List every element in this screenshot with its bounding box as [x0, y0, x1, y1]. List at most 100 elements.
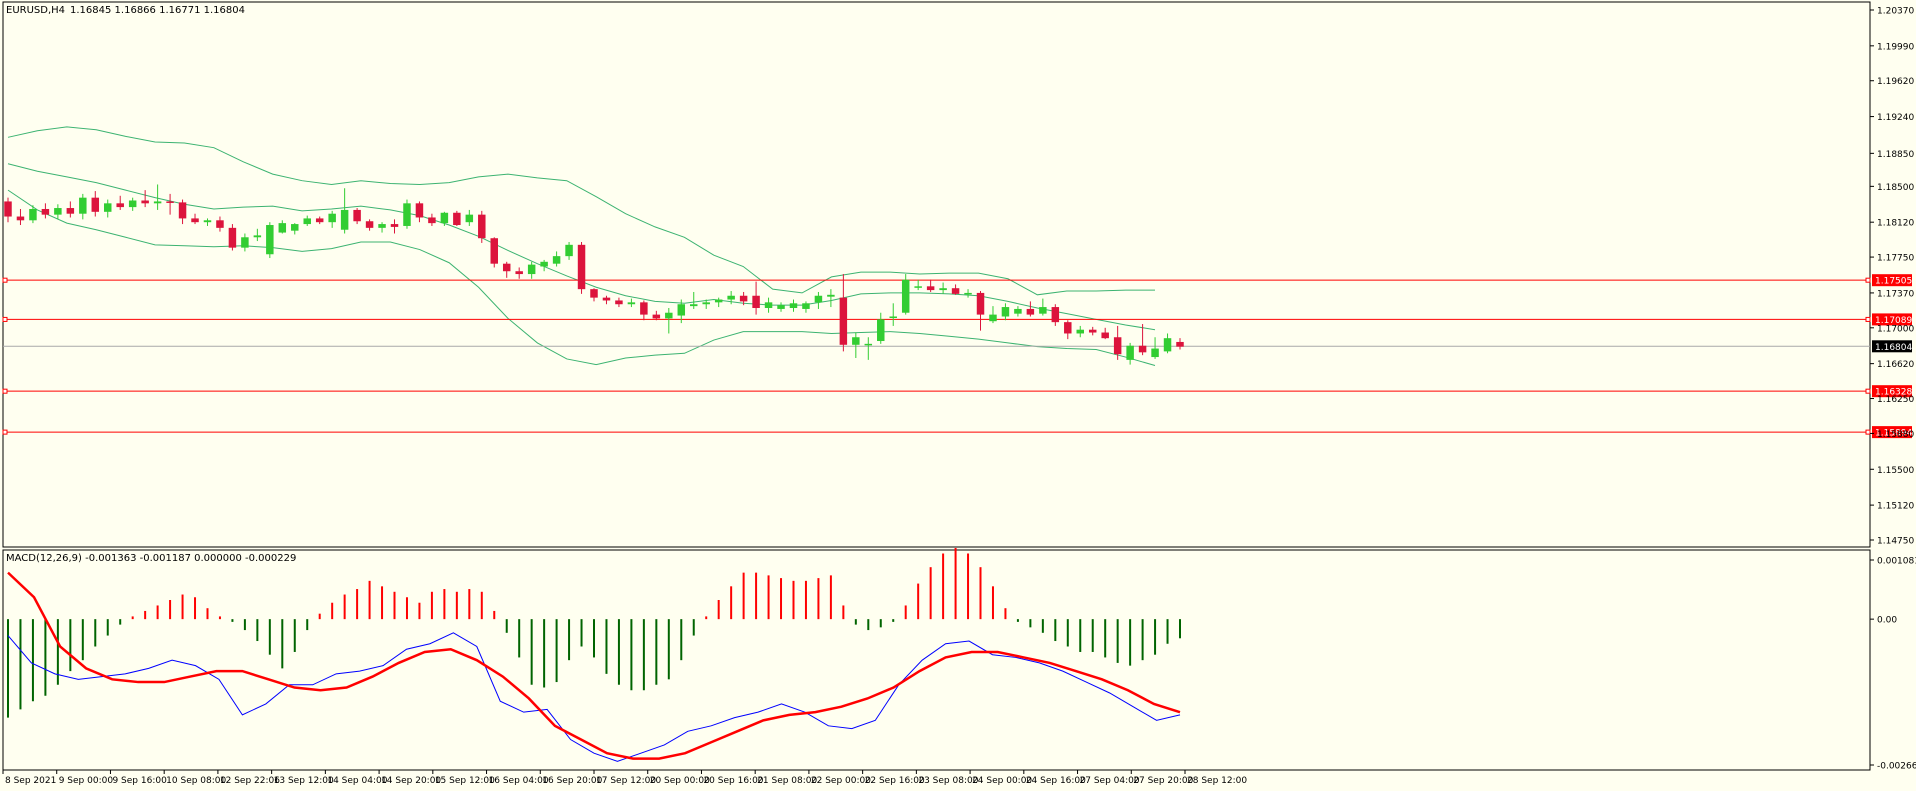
candle-body	[652, 314, 661, 319]
candle-body	[565, 244, 573, 257]
candle-body	[203, 220, 212, 223]
candle-body	[241, 237, 249, 248]
time-tick-label: 9 Sep 16:00	[112, 776, 167, 786]
candle-body	[453, 212, 461, 226]
time-tick-label: 22 Sep 00:00	[811, 776, 871, 786]
price-tick-label: 1.16250	[1877, 395, 1914, 405]
level-price-box	[1872, 274, 1912, 287]
symbol-title: EURUSD,H4 1.16845 1.16866 1.16771 1.16804	[6, 5, 245, 16]
time-tick-label: 8 Sep 2021	[5, 776, 56, 786]
candle-body	[29, 208, 37, 221]
macd-tick-label: -0.002666	[1877, 762, 1916, 772]
price-pane-frame	[2, 1, 1871, 548]
candle-body	[789, 303, 798, 309]
price-tick-label: 1.17750	[1877, 254, 1914, 264]
candle-body	[1051, 307, 1060, 323]
time-tick-label: 20 Sep 00:00	[650, 776, 710, 786]
level-handle[interactable]	[1865, 316, 1871, 322]
candle-body	[864, 343, 873, 346]
candle-body	[640, 302, 648, 315]
candle-body	[166, 201, 174, 203]
candle-body	[1076, 329, 1084, 334]
level-handle[interactable]	[1865, 277, 1871, 283]
candle-body	[502, 263, 511, 272]
time-tick-label: 24 Sep 00:00	[972, 776, 1032, 786]
time-axis: 8 Sep 2021 9 Sep 00:00 9 Sep 16:00 10 Sep 0…	[2, 770, 1247, 786]
price-tick-label: 1.16620	[1877, 360, 1914, 370]
candle-body	[889, 316, 897, 318]
level-handle[interactable]	[1865, 429, 1871, 435]
price-tick-label: 1.14750	[1877, 537, 1914, 547]
time-tick-label: 14 Sep 20:00	[381, 776, 441, 786]
candle-body	[266, 225, 274, 255]
candle-body	[1001, 307, 1010, 317]
macd-title: MACD(12,26,9) -0.001363 -0.001187 0.0000…	[6, 553, 296, 564]
candle-body	[877, 319, 885, 342]
candle-body	[253, 235, 262, 238]
price-tick-label: 1.19990	[1877, 42, 1914, 52]
candle-body	[403, 203, 411, 226]
candle-body	[615, 300, 623, 305]
candle-body	[577, 244, 586, 290]
candle-body	[1151, 348, 1159, 358]
candle-body	[989, 314, 997, 322]
candle-body	[365, 221, 374, 228]
candle-body	[901, 279, 910, 313]
time-tick-label: 13 Sep 12:00	[274, 776, 334, 786]
candle-body	[1064, 322, 1072, 334]
macd-tick-label: 0.00	[1877, 616, 1897, 626]
level-price-label: 1.16328	[1875, 388, 1912, 398]
horizontal-levels[interactable]: 1.17505 1.17089 1.16328 1.15894 1.16804	[2, 274, 1912, 439]
candle-body	[141, 200, 149, 204]
level-price-box	[1872, 385, 1912, 398]
candle-body	[976, 292, 985, 315]
candle-body	[714, 299, 723, 303]
price-tick-label: 1.19620	[1877, 77, 1914, 87]
price-tick-label: 1.18120	[1877, 219, 1914, 229]
time-tick-label: 16 Sep 04:00	[489, 776, 549, 786]
time-tick-label: 21 Sep 08:00	[757, 776, 817, 786]
level-handle[interactable]	[2, 388, 8, 394]
price-tick-label: 1.15880	[1877, 430, 1914, 440]
time-tick-label: 23 Sep 08:00	[918, 776, 978, 786]
candle-body	[914, 286, 922, 288]
candle-body	[353, 209, 361, 222]
candle-body	[228, 227, 237, 248]
candle-body	[1026, 308, 1035, 315]
level-handle[interactable]	[2, 429, 8, 435]
candle-body	[627, 302, 636, 305]
candle-body	[590, 289, 598, 298]
candle-body	[54, 208, 62, 215]
candle-body	[104, 203, 112, 212]
time-tick-label: 12 Sep 22:06	[220, 776, 280, 786]
current-price-label: 1.16804	[1875, 343, 1912, 353]
candle-body	[602, 297, 611, 301]
candle-body	[79, 197, 87, 214]
candle-body	[116, 203, 124, 208]
candle-body	[939, 288, 947, 291]
level-handle[interactable]	[2, 316, 8, 322]
level-handle[interactable]	[1865, 388, 1871, 394]
bollinger-upper-line	[7, 126, 1155, 296]
time-tick-label: 15 Sep 12:00	[435, 776, 495, 786]
time-tick-label: 22 Sep 16:00	[865, 776, 925, 786]
candle-body	[1138, 345, 1147, 353]
candle-body	[478, 214, 486, 239]
candle-body	[128, 200, 137, 208]
macd-tick-label: 0.001081	[1877, 557, 1916, 567]
candle-body	[665, 312, 673, 319]
level-handle[interactable]	[2, 277, 8, 283]
candle-body	[690, 304, 698, 307]
candle-body	[527, 264, 536, 275]
candle-body	[66, 208, 75, 214]
price-tick-label: 1.20370	[1877, 7, 1914, 17]
price-tick-label: 1.17000	[1877, 324, 1914, 334]
candle-body	[91, 197, 100, 212]
macd-indicator	[7, 548, 1181, 762]
candle-body	[540, 261, 548, 267]
candle-body	[216, 220, 224, 228]
candle-body	[752, 295, 760, 309]
bollinger-lower-line	[7, 189, 1156, 367]
level-price-label: 1.15894	[1875, 429, 1912, 439]
